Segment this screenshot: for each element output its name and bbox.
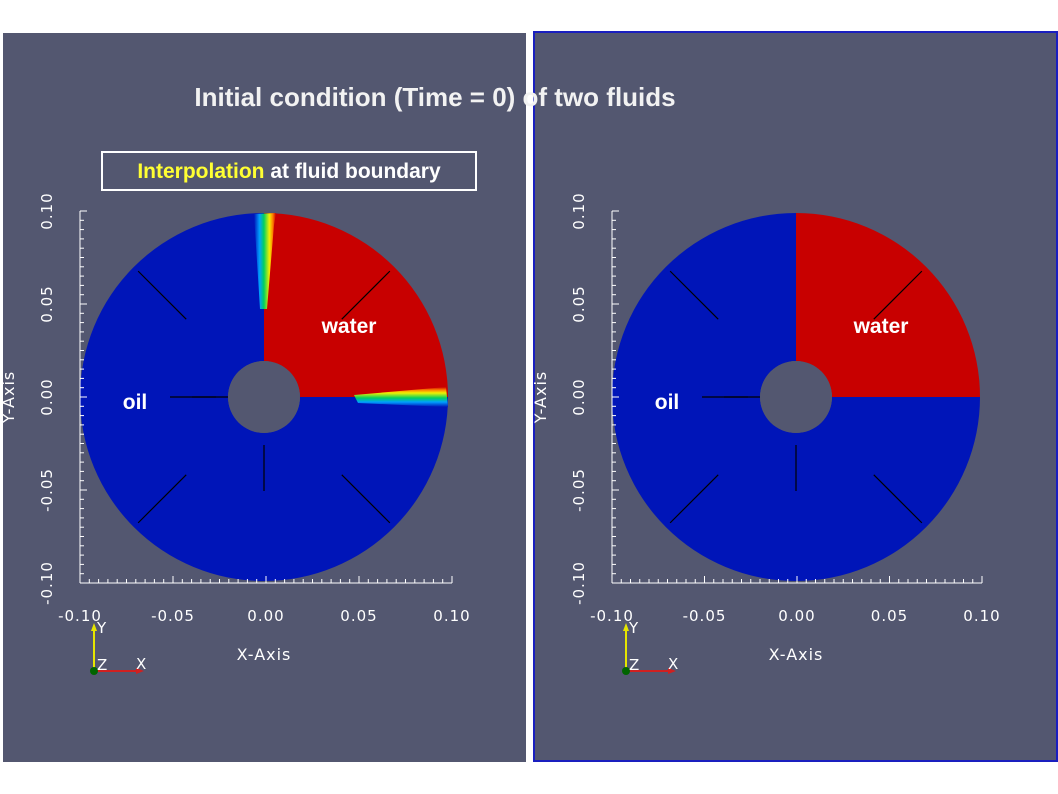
mesh-line: [873, 474, 923, 524]
panel-right: [611, 210, 983, 675]
orientation-z-label: Z: [629, 656, 640, 674]
figure-title: Initial condition (Time = 0) of two flui…: [194, 82, 676, 112]
x-tick-label: 0.05: [871, 607, 908, 625]
orientation-y-arrow: [91, 623, 97, 631]
x-tick-label: -0.05: [683, 607, 727, 625]
view-splitter[interactable]: [527, 33, 531, 762]
orientation-x-label: X: [668, 655, 679, 673]
x-axis-title: X-Axis: [769, 645, 824, 664]
mesh-line: [341, 474, 391, 524]
inner-hole: [228, 361, 300, 433]
mesh-line: [669, 474, 719, 524]
x-tick-label: 0.05: [340, 607, 377, 625]
orientation-y-label: Y: [628, 619, 639, 637]
orientation-x-arrow: [668, 668, 676, 674]
annotation-rest: at fluid boundary: [264, 160, 441, 183]
y-axis-title: Y-Axis: [531, 371, 550, 425]
y-tick-label: 0.05: [38, 285, 56, 322]
y-tick-label: 0.05: [570, 285, 588, 322]
oil-label: oil: [123, 391, 148, 414]
orientation-axes-widget: [90, 623, 144, 675]
x-tick-label: 0.10: [963, 607, 1000, 625]
x-tick-label: -0.10: [58, 607, 102, 625]
oil-label: oil: [655, 391, 680, 414]
panel-left: [79, 210, 453, 675]
x-tick-label: 0.00: [778, 607, 815, 625]
orientation-x-label: X: [136, 655, 147, 673]
orientation-z-axis: [622, 667, 630, 675]
y-tick-label: -0.05: [570, 468, 588, 512]
orientation-y-label: Y: [96, 619, 107, 637]
water-label: water: [853, 315, 909, 338]
x-tick-label: -0.10: [590, 607, 634, 625]
y-axis-title: Y-Axis: [0, 371, 18, 425]
mesh-line: [669, 270, 719, 320]
x-tick-label: -0.05: [151, 607, 195, 625]
orientation-y-arrow: [623, 623, 629, 631]
inner-hole: [760, 361, 832, 433]
mesh-line: [873, 270, 923, 320]
y-tick-label: -0.10: [570, 561, 588, 605]
y-tick-label: 0.10: [38, 192, 56, 229]
y-tick-label: 0.10: [570, 192, 588, 229]
annotation-highlight: Interpolation: [137, 160, 265, 183]
orientation-z-axis: [90, 667, 98, 675]
interp-band-right: [354, 387, 448, 407]
water-label: water: [321, 315, 377, 338]
mesh-line: [137, 474, 187, 524]
orientation-axes-widget: [622, 623, 676, 675]
interp-band-top: [254, 213, 276, 309]
y-tick-label: 0.00: [38, 378, 56, 415]
x-tick-label: 0.10: [433, 607, 470, 625]
interpolation-annotation: Interpolation at fluid boundary: [101, 151, 477, 191]
y-tick-label: 0.00: [570, 378, 588, 415]
orientation-x-arrow: [136, 668, 144, 674]
x-tick-label: 0.00: [247, 607, 284, 625]
x-axis-title: X-Axis: [237, 645, 292, 664]
mesh-line: [341, 270, 391, 320]
y-tick-label: -0.05: [38, 468, 56, 512]
mesh-line: [137, 270, 187, 320]
orientation-z-label: Z: [97, 656, 108, 674]
y-tick-label: -0.10: [38, 561, 56, 605]
